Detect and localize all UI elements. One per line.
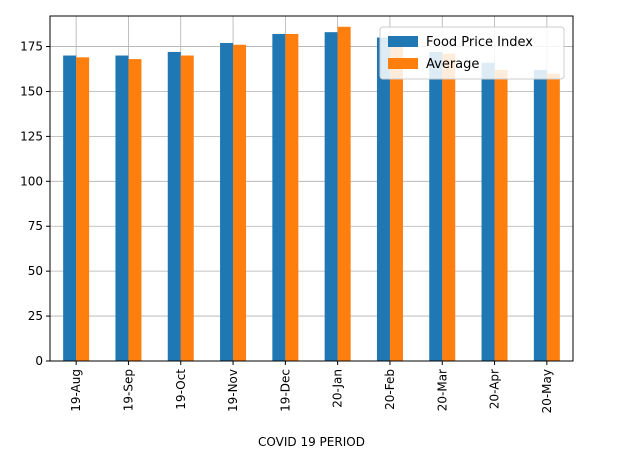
bar-food-price-index xyxy=(115,55,129,361)
x-tick-label: 20-Mar xyxy=(435,369,449,411)
y-tick-label: 150 xyxy=(20,84,43,98)
legend: Food Price Index Average xyxy=(379,26,565,80)
bar-average xyxy=(337,26,351,361)
y-tick-label: 125 xyxy=(20,129,43,143)
bar-food-price-index xyxy=(324,32,338,361)
legend-box xyxy=(379,26,565,80)
legend-swatch xyxy=(388,36,418,47)
x-tick-label: 19-Sep xyxy=(121,369,135,411)
y-axis: 0 25 50 75 100 125 150 175 xyxy=(20,40,50,368)
x-tick-label: 20-Feb xyxy=(383,369,397,410)
legend-entry: Food Price Index xyxy=(426,35,533,50)
bars xyxy=(63,26,560,361)
x-axis-label: COVID 19 PERIOD xyxy=(258,435,365,449)
bar-food-price-index xyxy=(272,33,286,361)
x-tick-label: 20-Apr xyxy=(488,369,502,409)
bar-food-price-index xyxy=(533,69,547,361)
bar-average xyxy=(442,53,456,361)
x-axis: 19-Aug 19-Sep 19-Oct 19-Nov 19-Dec 20-Jan 20-F… xyxy=(69,361,554,413)
x-tick-label: 19-Nov xyxy=(226,369,240,412)
legend-entry: Average xyxy=(426,57,479,72)
bar-average xyxy=(494,69,508,361)
bar-average xyxy=(76,57,90,361)
bar-average xyxy=(180,55,194,361)
y-tick-label: 50 xyxy=(28,264,43,278)
y-tick-label: 0 xyxy=(35,354,43,368)
y-tick-label: 25 xyxy=(28,309,43,323)
bar-food-price-index xyxy=(481,62,495,361)
bar-food-price-index xyxy=(63,55,77,361)
x-tick-label: 20-May xyxy=(540,369,554,413)
bar-average xyxy=(546,73,560,361)
y-tick-label: 175 xyxy=(20,40,43,54)
bar-average xyxy=(233,44,247,361)
x-tick-label: 20-Jan xyxy=(331,369,345,408)
y-tick-label: 75 xyxy=(28,219,43,233)
bar-average xyxy=(128,59,142,361)
x-tick-label: 19-Oct xyxy=(174,369,188,410)
legend-swatch xyxy=(388,58,418,69)
bar-food-price-index xyxy=(220,42,234,361)
plot-frame xyxy=(49,15,574,362)
bar-average xyxy=(285,33,299,361)
bar-food-price-index xyxy=(429,51,443,361)
bar-average xyxy=(389,37,403,361)
x-tick-label: 19-Dec xyxy=(278,369,292,412)
bar-food-price-index xyxy=(167,51,181,361)
y-tick-label: 100 xyxy=(20,174,43,188)
x-tick-label: 19-Aug xyxy=(69,369,83,412)
bar-food-price-index xyxy=(376,37,390,361)
